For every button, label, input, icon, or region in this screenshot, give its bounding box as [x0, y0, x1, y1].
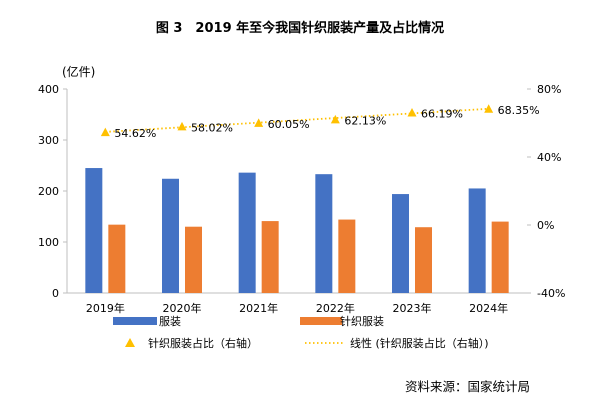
y-tick-label: 400	[38, 83, 59, 96]
y-tick-label: 100	[38, 236, 59, 249]
bar-zhenzhi	[261, 221, 279, 293]
y-unit-label: (亿件)	[62, 64, 95, 79]
legend-swatch-zhenzhi	[300, 317, 342, 325]
bar-fuzhuang	[85, 168, 103, 293]
legend-label: 服装	[159, 315, 181, 328]
legend-label: 针织服装占比（右轴）	[148, 336, 258, 350]
bar-fuzhuang	[315, 174, 333, 293]
chart-title: 图 3 2019 年至今我国针织服装产量及占比情况	[155, 21, 445, 36]
legend-label: 针织服装	[340, 314, 384, 328]
data-label: 66.19%	[421, 107, 463, 120]
bar-zhenzhi	[491, 221, 509, 293]
triangle-marker	[177, 121, 187, 131]
x-tick-label: 2023年	[393, 301, 432, 315]
data-label: 62.13%	[344, 114, 386, 127]
bar-zhenzhi	[338, 219, 356, 293]
legend-label: 线性 (针织服装占比（右轴）)	[350, 336, 489, 350]
bar-fuzhuang	[392, 194, 409, 293]
y-tick-label: 200	[38, 185, 59, 198]
trendline	[105, 107, 489, 133]
legend-swatch-fuzhuang	[113, 317, 157, 325]
data-label: 58.02%	[191, 121, 233, 134]
bar-zhenzhi	[415, 227, 432, 293]
x-tick-label: 2019年	[86, 301, 125, 315]
y-tick-label: 300	[38, 134, 59, 147]
bar-zhenzhi	[185, 226, 202, 293]
data-label: 68.35%	[498, 104, 540, 117]
triangle-marker	[100, 127, 110, 137]
bar-fuzhuang	[162, 178, 179, 293]
x-tick-label: 2021年	[239, 301, 278, 315]
triangle-marker	[407, 107, 417, 117]
y2-tick-label: 40%	[537, 151, 561, 164]
x-tick-label: 2022年	[316, 301, 355, 315]
x-tick-label: 2020年	[163, 301, 202, 315]
y2-tick-label: -40%	[537, 287, 565, 300]
data-label: 60.05%	[268, 118, 310, 131]
bar-zhenzhi	[108, 224, 126, 293]
triangle-marker	[330, 114, 340, 124]
triangle-marker	[254, 118, 264, 127]
bar-fuzhuang	[468, 188, 486, 293]
x-tick-label: 2024年	[469, 301, 508, 315]
data-label: 54.62%	[114, 127, 156, 140]
source-note: 资料来源：国家统计局	[405, 379, 531, 394]
legend-triangle-icon	[125, 338, 135, 347]
bar-fuzhuang	[238, 172, 256, 293]
triangle-marker	[484, 104, 494, 113]
y-tick-label: 0	[52, 287, 59, 300]
y2-tick-label: 80%	[537, 83, 561, 96]
y2-tick-label: 0%	[537, 219, 554, 232]
